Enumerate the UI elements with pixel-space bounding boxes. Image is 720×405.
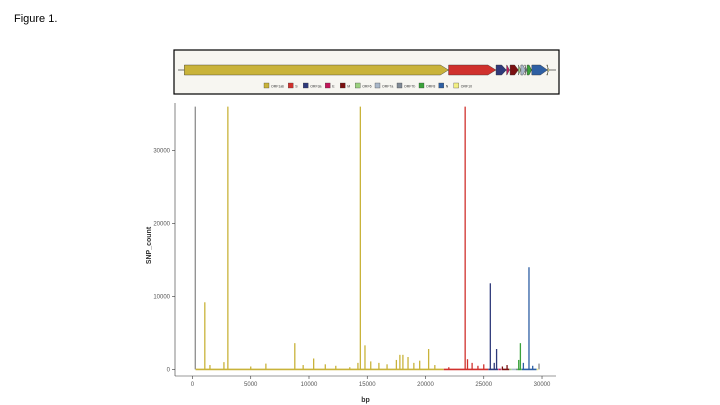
x-tick-label: 30000 — [534, 382, 551, 388]
legend-swatch — [325, 82, 331, 89]
legend-swatch — [303, 82, 309, 89]
y-tick-label: 20000 — [153, 221, 170, 227]
legend-label: ORF1ab — [271, 85, 284, 89]
legend-swatch — [396, 82, 403, 89]
y-axis-title: SNP_count — [146, 226, 153, 264]
legend-swatch — [263, 82, 270, 89]
legend-swatch — [288, 82, 294, 89]
x-tick-label: 15000 — [359, 382, 376, 388]
legend-label: N — [446, 85, 449, 89]
x-tick-label: 10000 — [301, 382, 318, 388]
gene-arrow — [517, 64, 522, 76]
legend-swatch — [438, 82, 444, 89]
gene-arrow — [520, 64, 526, 76]
figure-label: Figure 1. — [14, 13, 58, 25]
legend-swatch — [340, 82, 346, 89]
x-tick-label: 25000 — [475, 382, 492, 388]
legend-label: ORF3a — [310, 85, 321, 89]
y-tick-label: 0 — [167, 367, 171, 373]
x-tick-label: 20000 — [417, 382, 434, 388]
gene-arrow — [526, 64, 532, 76]
legend-swatch — [374, 82, 381, 89]
plot-area — [194, 106, 540, 371]
legend-swatch — [355, 82, 361, 89]
gene-arrow — [524, 64, 528, 76]
gene-arrow — [448, 64, 497, 76]
genome-map: ORF1ab S ORF3a E M ORF6 ORF7a ORF7b ORF8 N ORF10 — [173, 49, 560, 95]
gene-arrow — [531, 64, 548, 76]
legend-label: ORF7a — [382, 85, 393, 89]
axes: 0 5000 10000 15000 20000 25000 30000 0 10000 2000… — [146, 103, 556, 404]
legend-swatch — [453, 82, 459, 89]
gene-arrow — [506, 64, 510, 76]
gene-arrow — [495, 64, 507, 76]
y-tick-label: 10000 — [153, 294, 170, 300]
genome-map-legend: ORF1ab S ORF3a E M ORF6 ORF7a ORF7b ORF8 N ORF10 — [263, 82, 472, 89]
x-tick-label: 0 — [191, 382, 195, 388]
x-axis-title: bp — [361, 397, 370, 404]
legend-label: ORF10 — [461, 85, 472, 89]
legend-label: M — [347, 85, 350, 89]
legend-label: ORF6 — [362, 85, 371, 89]
gene-arrow — [509, 64, 519, 76]
genome-map-genes — [178, 64, 556, 76]
legend-label: E — [332, 85, 335, 89]
gene-arrow — [546, 64, 550, 76]
legend-label: S — [295, 85, 298, 89]
legend-swatch — [418, 82, 425, 89]
gene-arrow — [184, 64, 449, 76]
legend-label: ORF8 — [426, 85, 435, 89]
x-tick-label: 5000 — [244, 382, 258, 388]
legend-label: ORF7b — [404, 85, 415, 89]
y-tick-label: 30000 — [153, 148, 170, 154]
